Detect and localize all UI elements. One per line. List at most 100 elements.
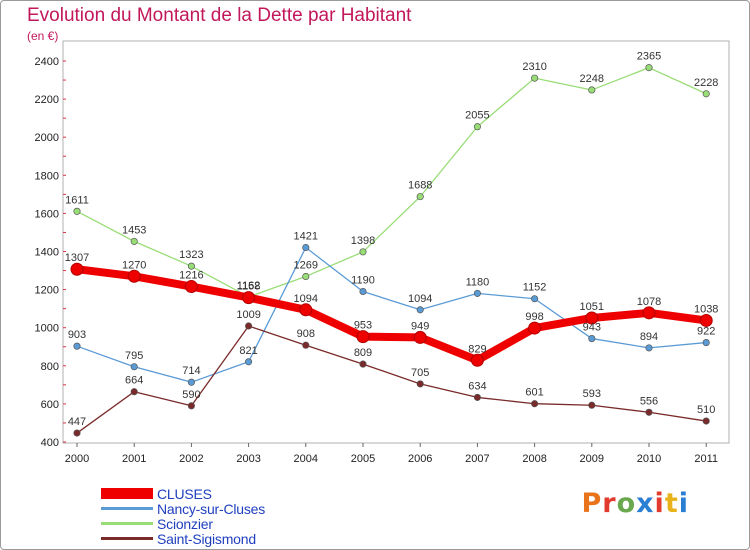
data-point-saint-sigismond <box>359 360 367 368</box>
data-label-cluses: 1270 <box>122 259 146 271</box>
data-point-saint-sigismond <box>302 341 310 349</box>
x-tick-label: 2002 <box>179 453 203 465</box>
series-line-cluses <box>73 265 711 365</box>
data-point-nancy-sur-cluses <box>702 339 710 347</box>
y-tick-label: 800 <box>41 361 59 373</box>
y-tick-label: 600 <box>41 399 59 411</box>
data-label-nancy-sur-cluses: 903 <box>68 329 86 341</box>
brand-letter: i <box>654 488 665 519</box>
y-tick-label: 1000 <box>35 323 59 335</box>
data-label-scionzier: 1688 <box>408 180 432 192</box>
data-label-saint-sigismond: 908 <box>297 328 315 340</box>
data-label-saint-sigismond: 590 <box>182 389 200 401</box>
legend-item: Scionzier <box>101 515 265 532</box>
data-label-saint-sigismond: 809 <box>354 347 372 359</box>
y-tick-label: 1200 <box>35 285 59 297</box>
chart-subtitle: (en €) <box>27 29 59 43</box>
x-tick-label: 2004 <box>294 453 318 465</box>
data-label-nancy-sur-cluses: 894 <box>640 331 658 343</box>
data-point-saint-sigismond <box>531 400 539 408</box>
data-point-saint-sigismond <box>73 429 81 437</box>
y-tick-label: 1600 <box>35 208 59 220</box>
data-label-scionzier: 1611 <box>65 194 89 206</box>
data-label-cluses: 1078 <box>637 296 661 308</box>
data-point-saint-sigismond <box>645 408 653 416</box>
data-point-cluses <box>242 291 256 305</box>
x-tick-label: 2001 <box>122 453 146 465</box>
data-label-scionzier: 2310 <box>522 61 546 73</box>
data-label-saint-sigismond: 593 <box>583 388 601 400</box>
y-tick-label: 2000 <box>35 132 59 144</box>
brand-letter: t <box>664 488 679 519</box>
data-point-cluses <box>642 306 656 320</box>
data-label-cluses: 1307 <box>65 252 89 264</box>
series-lines <box>70 64 713 437</box>
data-label-nancy-sur-cluses: 1152 <box>523 282 547 294</box>
data-label-nancy-sur-cluses: 1190 <box>351 275 375 287</box>
data-point-nancy-sur-cluses <box>302 243 310 252</box>
data-point-nancy-sur-cluses <box>187 378 195 386</box>
legend-swatch <box>101 488 153 499</box>
data-labels: 1611 1453 1323 1162 1269 1398 1688 2055 2310 2248… <box>65 51 719 428</box>
data-point-saint-sigismond <box>416 380 424 388</box>
data-point-scionzier <box>130 237 138 245</box>
data-label-cluses: 1216 <box>179 270 203 282</box>
data-point-scionzier <box>702 90 710 98</box>
data-point-saint-sigismond <box>473 393 481 401</box>
x-tick-label: 2010 <box>637 453 661 465</box>
data-point-cluses <box>528 321 542 335</box>
x-tick-label: 2000 <box>65 453 89 465</box>
y-tick-label: 400 <box>41 437 59 449</box>
data-label-scionzier: 2228 <box>694 77 718 89</box>
legend-swatch <box>101 507 153 510</box>
data-label-saint-sigismond: 705 <box>411 367 429 379</box>
x-tick-label: 2005 <box>351 453 375 465</box>
legend-label: Scionzier <box>157 515 213 532</box>
data-label-cluses: 1094 <box>294 293 318 305</box>
data-point-nancy-sur-cluses <box>588 335 596 343</box>
series-line-scionzier <box>76 67 707 298</box>
data-label-nancy-sur-cluses: 1421 <box>294 230 318 242</box>
data-point-nancy-sur-cluses <box>130 363 138 371</box>
legend-label: Nancy-sur-Cluses <box>157 500 266 517</box>
data-point-cluses <box>413 330 427 344</box>
data-label-saint-sigismond: 447 <box>68 416 86 428</box>
series-line-nancy-sur-cluses <box>76 246 707 383</box>
data-point-nancy-sur-cluses <box>73 342 81 350</box>
data-point-scionzier <box>187 262 195 270</box>
data-point-nancy-sur-cluses <box>531 295 539 303</box>
data-point-cluses <box>127 269 141 283</box>
data-point-cluses <box>299 303 313 317</box>
data-label-cluses: 1051 <box>580 301 604 313</box>
legend-label: Saint-Sigismond <box>157 530 256 547</box>
legend-swatch <box>101 522 153 525</box>
data-label-nancy-sur-cluses: 1180 <box>466 276 490 288</box>
data-label-scionzier: 1323 <box>179 249 203 261</box>
data-point-nancy-sur-cluses <box>473 289 481 297</box>
data-point-scionzier <box>645 64 653 72</box>
y-tick-label: 2400 <box>35 56 59 68</box>
series-line-saint-sigismond <box>76 325 707 434</box>
data-label-saint-sigismond: 556 <box>640 395 658 407</box>
data-point-cluses <box>699 313 713 327</box>
data-point-cluses <box>356 330 370 344</box>
data-point-scionzier <box>73 207 81 215</box>
data-point-nancy-sur-cluses <box>245 358 253 366</box>
data-point-cluses <box>184 280 198 294</box>
data-point-cluses <box>585 311 599 325</box>
data-label-saint-sigismond: 510 <box>697 404 715 416</box>
data-label-nancy-sur-cluses: 922 <box>697 326 715 338</box>
data-label-nancy-sur-cluses: 714 <box>182 365 200 377</box>
data-label-cluses: 953 <box>354 320 372 332</box>
data-label-cluses: 1038 <box>694 303 718 315</box>
legend-item: Nancy-sur-Cluses <box>101 500 266 517</box>
data-point-scionzier <box>302 272 310 281</box>
data-label-cluses: 829 <box>468 343 486 355</box>
y-tick-label: 1800 <box>35 170 59 182</box>
brand-letter: x <box>636 488 655 519</box>
y-tick-label: 2200 <box>35 94 59 106</box>
data-point-scionzier <box>416 193 424 201</box>
data-point-nancy-sur-cluses <box>416 306 424 314</box>
